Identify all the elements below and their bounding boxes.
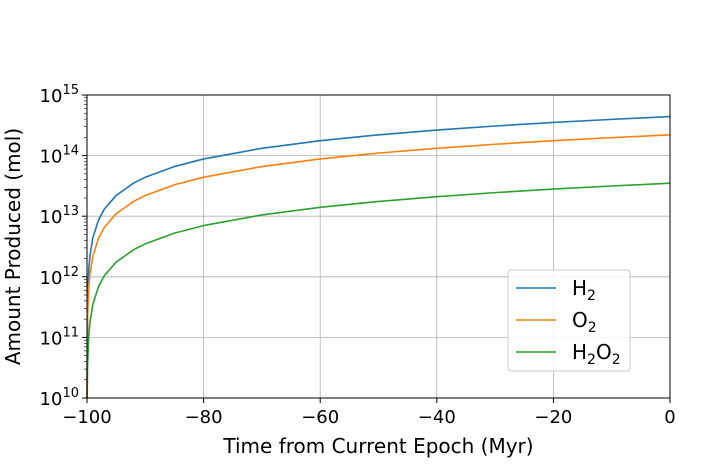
legend-entry-0: H2: [516, 276, 596, 304]
legend-entry-2: H2O2: [516, 340, 621, 368]
series-line-2: [86, 182, 671, 399]
x-tick-label: −60: [301, 407, 339, 428]
legend-label: H2: [572, 276, 596, 304]
x-tick-label: −40: [418, 407, 456, 428]
y-tick-label: 1013: [40, 204, 79, 228]
series-line-1: [86, 134, 671, 399]
y-axis-label: Amount Produced (mol): [1, 128, 25, 365]
legend-label: O2: [572, 308, 597, 336]
x-tick-label: −100: [62, 407, 111, 428]
y-tick-label: 1010: [40, 386, 79, 410]
x-tick-label: 0: [664, 407, 675, 428]
y-tick-label: 1011: [40, 325, 79, 349]
legend-label: H2O2: [572, 340, 621, 368]
y-tick-label: 1015: [40, 83, 79, 107]
axis-ticks: −100 −80 −60 −40 −20 0 1010 1011 1012 1013 1014 101…: [40, 83, 676, 428]
x-axis-label: Time from Current Epoch (Myr): [222, 434, 533, 458]
plot-frame: [86, 94, 671, 399]
series-line-0: [86, 115, 671, 399]
y-tick-label: 1012: [40, 265, 79, 289]
legend-box: [507, 269, 631, 372]
legend-entry-1: O2: [516, 308, 597, 336]
y-tick-label: 1014: [40, 144, 79, 168]
x-tick-label: −80: [185, 407, 223, 428]
series-lines: [86, 115, 671, 399]
x-tick-label: −20: [534, 407, 572, 428]
